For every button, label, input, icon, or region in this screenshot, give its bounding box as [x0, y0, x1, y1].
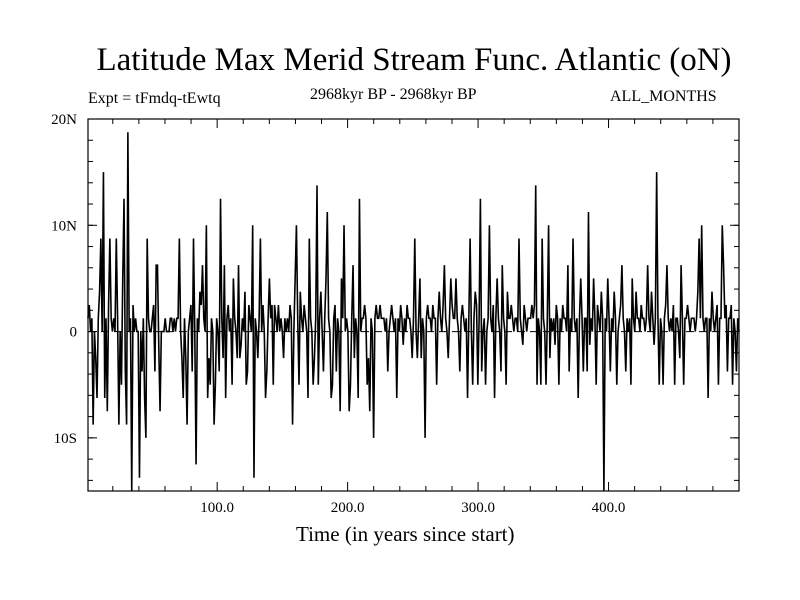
chart-title: Latitude Max Merid Stream Func. Atlantic…: [96, 42, 732, 78]
series-line-max-latitude: [87, 132, 740, 492]
x-tick-label: 200.0: [331, 500, 365, 516]
plot-frame: [87, 118, 740, 492]
y-tick-label: 0: [70, 325, 78, 341]
y-tick-label: 20N: [51, 112, 77, 128]
x-tick-label: 100.0: [200, 500, 234, 516]
y-axis: 20N 10N 0 10S: [51, 112, 739, 481]
y-tick-label: 10S: [54, 431, 77, 447]
y-tick-label: 10N: [51, 218, 77, 234]
x-tick-label: 300.0: [461, 500, 495, 516]
x-axis-label: Time (in years since start): [296, 522, 515, 546]
months-label: ALL_MONTHS: [610, 88, 717, 105]
period-label: 2968kyr BP - 2968kyr BP: [310, 86, 477, 103]
experiment-label: Expt = tFmdq-tEwtq: [88, 90, 221, 107]
x-tick-label: 400.0: [592, 500, 626, 516]
x-axis: 100.0 200.0 300.0 400.0: [112, 119, 714, 516]
